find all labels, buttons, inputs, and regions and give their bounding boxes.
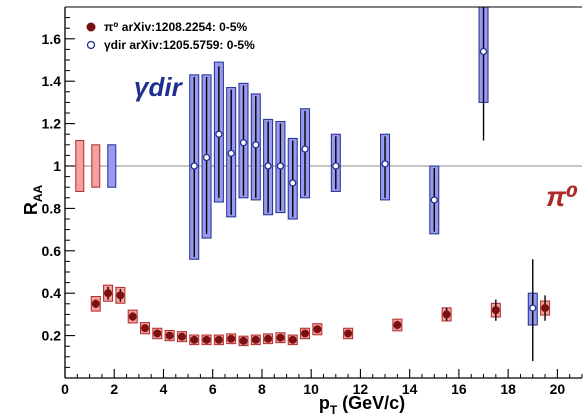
pi0-point [491,306,500,315]
x-tick-label: 6 [209,381,217,397]
pi0-annotation: π⁰ [546,181,578,212]
y-axis-title: RAA [21,185,45,216]
y-tick-label: 1.4 [42,73,62,89]
gamma-point [264,162,272,170]
legend-label-pi0: π⁰ arXiv:1208.2254: 0-5% [104,20,248,34]
gamma-point [430,196,438,204]
gamma-point [276,162,285,170]
x-tick-label: 14 [402,381,418,397]
gamma-point [479,47,488,56]
pi0-point [288,335,297,344]
legend: π⁰ arXiv:1208.2254: 0-5% γdir arXiv:1205… [86,20,255,52]
y-tick-label: 0.2 [42,328,62,344]
x-axis-title-unit: (GeV/c) [337,393,405,413]
pi0-point [190,335,199,344]
pi0-point [141,324,150,333]
y-tick-label: 1 [53,158,61,174]
error-bars-layer [95,7,546,362]
pi0-point [165,331,174,340]
x-tick-label: 8 [258,381,266,397]
gamma-point [381,160,389,168]
pi0-point [541,304,550,313]
pi0-point [239,336,248,345]
normalization-box [107,144,117,188]
pi0-point [264,334,273,343]
y-axis-title-sub: AA [31,185,45,203]
pi0-point [153,329,162,338]
legend-marker-gamma [86,40,96,50]
pi0-point [393,321,402,329]
normalization-box [91,144,101,188]
pi0-point [202,335,211,344]
legend-label-gamma: γdir arXiv:1205.5759: 0-5% [104,38,255,52]
x-tick-label: 18 [500,381,516,397]
pi0-point [313,325,322,334]
pi0-point [301,329,310,338]
normalization-box [75,140,85,192]
pi0-point [276,333,285,342]
axes-layer: 0 2 4 6 8 10 12 14 16 18 20 0.2 0.4 0.6 0.8 1 1.2 1.4 1.6 [42,6,583,397]
pi0-point [116,291,125,300]
x-tick-label: 12 [353,381,369,397]
gamma-point [301,145,309,153]
x-axis-title: pT (GeV/c) [319,393,405,417]
gamma-dir-annotation: γdir [134,72,184,102]
systematic-boxes-layer [75,6,551,347]
pi0-point [128,312,137,321]
x-tick-label: 20 [550,381,566,397]
x-tick-label: 16 [451,381,467,397]
gamma-point [190,162,198,170]
x-tick-label: 10 [303,381,319,397]
gamma-point [252,141,260,149]
y-tick-label: 0.8 [42,200,62,216]
y-tick-label: 0.4 [42,285,62,301]
gamma-point [289,179,297,187]
y-axis-title-main: R [21,202,41,215]
x-axis-title-main: p [319,393,330,413]
data-points-layer [91,47,550,345]
pi0-point [91,299,100,308]
gamma-point [227,149,235,157]
gamma-point [239,139,248,147]
pi0-point [104,289,113,298]
pi0-point [344,329,353,338]
pi0-point [177,332,186,341]
gamma-point [202,153,211,162]
x-axis-title-sub: T [330,403,338,417]
pi0-point [227,334,236,343]
pi0-point [251,335,260,344]
pi0-point [214,335,223,344]
x-tick-label: 2 [110,381,118,397]
gamma-point [215,130,223,138]
x-tick-label: 4 [160,381,168,397]
y-tick-label: 1.6 [42,31,62,47]
y-tick-label: 1.2 [42,116,62,132]
gamma-point [332,162,340,170]
pi0-point [442,310,451,319]
gamma-point [529,304,537,312]
legend-marker-pi0 [86,22,96,32]
x-tick-label: 0 [61,381,69,397]
y-tick-label: 0.6 [42,243,62,259]
